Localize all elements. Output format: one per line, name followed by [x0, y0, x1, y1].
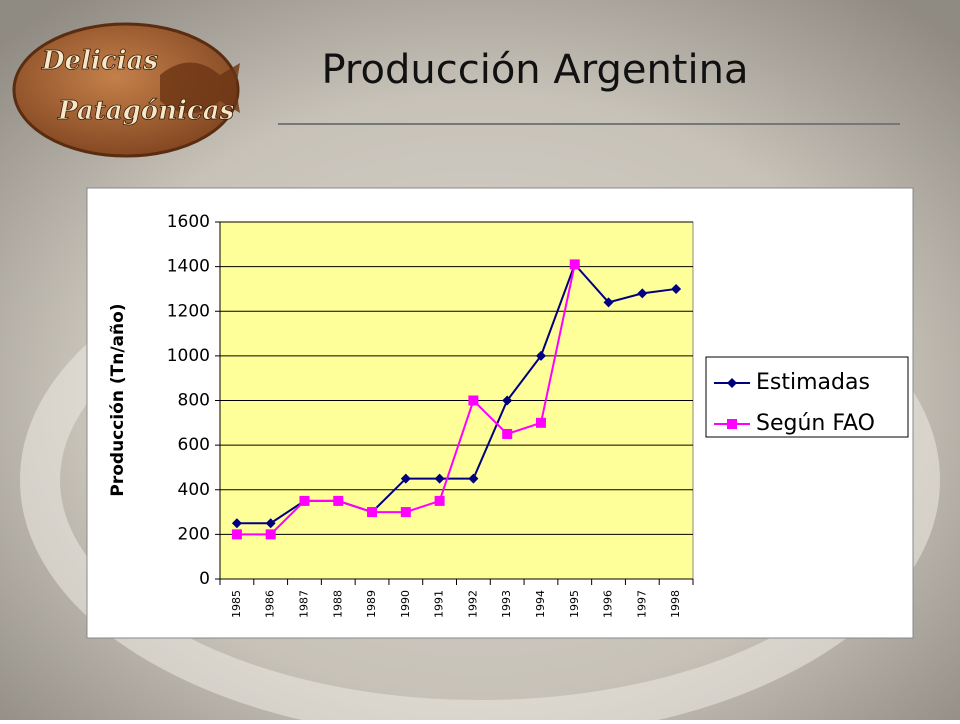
data-point [333, 495, 344, 506]
data-point [434, 473, 445, 484]
data-point [535, 350, 546, 361]
legend-label: Estimadas [756, 370, 870, 395]
x-tick-label: 1998 [669, 590, 682, 618]
x-tick-label: 1993 [500, 590, 513, 618]
data-point [400, 473, 411, 484]
y-tick-label: 800 [178, 391, 210, 411]
legend-label: Según FAO [756, 411, 875, 436]
logo: Delicias Patagónicas [12, 22, 240, 158]
data-point [637, 288, 648, 299]
y-tick-label: 400 [178, 480, 210, 500]
y-tick-label: 200 [178, 524, 210, 544]
x-tick-label: 1995 [568, 590, 581, 618]
y-tick-label: 600 [178, 435, 210, 455]
logo-text: Delicias [41, 46, 158, 76]
y-tick-label: 1200 [167, 301, 210, 321]
data-point [603, 297, 614, 308]
x-tick-label: 1988 [331, 590, 344, 618]
y-tick-label: 0 [199, 569, 210, 589]
data-point [231, 518, 242, 529]
data-point [265, 518, 276, 529]
data-point [434, 495, 445, 506]
data-point [367, 507, 378, 518]
x-tick-label: 1987 [297, 590, 310, 618]
x-tick-label: 1990 [399, 590, 412, 618]
logo-plaque [12, 22, 240, 158]
data-point [231, 529, 242, 540]
x-tick-label: 1996 [602, 590, 615, 618]
data-point [727, 419, 737, 429]
logo-fish [160, 62, 240, 114]
data-point [535, 417, 546, 428]
x-tick-label: 1992 [466, 590, 479, 618]
data-point [299, 495, 310, 506]
y-tick-label: 1400 [167, 257, 210, 277]
data-point [265, 529, 276, 540]
x-tick-label: 1989 [365, 590, 378, 618]
data-point [569, 259, 580, 270]
x-tick-label: 1994 [534, 590, 547, 618]
slide-title: Producción Argentina [322, 47, 749, 93]
x-tick-label: 1991 [433, 590, 446, 618]
data-point [502, 395, 513, 406]
data-point [400, 507, 411, 518]
logo-text: Patagónicas [57, 96, 235, 126]
data-point [468, 395, 479, 406]
x-tick-label: 1997 [635, 590, 648, 618]
y-tick-label: 1600 [167, 212, 210, 232]
data-point [468, 473, 479, 484]
x-tick-label: 1985 [230, 590, 243, 618]
y-tick-label: 1000 [167, 346, 210, 366]
data-point [671, 283, 682, 294]
data-point [727, 378, 737, 388]
data-point [502, 428, 513, 439]
x-tick-label: 1986 [264, 590, 277, 618]
y-axis-label: Producción (Tn/año) [108, 303, 128, 496]
